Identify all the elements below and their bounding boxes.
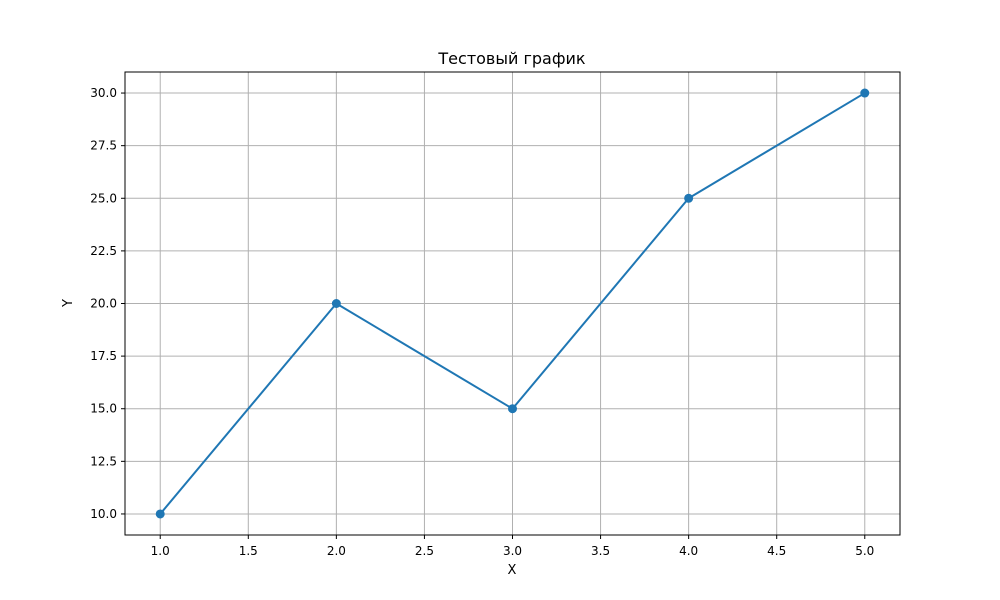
x-tick-label: 3.0 <box>503 544 522 558</box>
y-tick-label: 12.5 <box>90 454 117 468</box>
y-tick-label: 27.5 <box>90 139 117 153</box>
x-tick-label: 1.5 <box>239 544 258 558</box>
plot-frame <box>124 71 901 536</box>
x-tick-label: 4.0 <box>679 544 698 558</box>
x-axis-label: X <box>508 563 517 578</box>
x-tick-label: 2.0 <box>327 544 346 558</box>
y-axis-label: Y <box>61 299 76 308</box>
data-point <box>155 509 165 519</box>
y-tick-label: 25.0 <box>90 191 117 205</box>
x-tick-label: 1.0 <box>151 544 170 558</box>
chart-title: Тестовый график <box>437 49 586 68</box>
x-tick-label: 5.0 <box>855 544 874 558</box>
grid <box>125 72 900 535</box>
y-tick-label: 20.0 <box>90 297 117 311</box>
data-point <box>684 193 694 203</box>
data-point <box>860 88 870 98</box>
data-point <box>331 299 341 308</box>
series-layer <box>155 88 870 519</box>
y-tick-label: 15.0 <box>90 402 117 416</box>
x-tick-label: 3.5 <box>591 544 610 558</box>
y-tick-label: 22.5 <box>90 244 117 258</box>
y-tick-label: 10.0 <box>90 507 117 521</box>
data-point <box>508 404 517 414</box>
ticks: 1.0 1.5 2.0 2.5 3.0 3.5 4.0 4.5 5.0 10.0 12.5 15.0 1… <box>90 86 874 558</box>
x-tick-label: 4.5 <box>767 544 786 558</box>
y-tick-label: 30.0 <box>90 86 117 100</box>
x-tick-label: 2.5 <box>415 544 434 558</box>
y-tick-label: 17.5 <box>90 349 117 363</box>
